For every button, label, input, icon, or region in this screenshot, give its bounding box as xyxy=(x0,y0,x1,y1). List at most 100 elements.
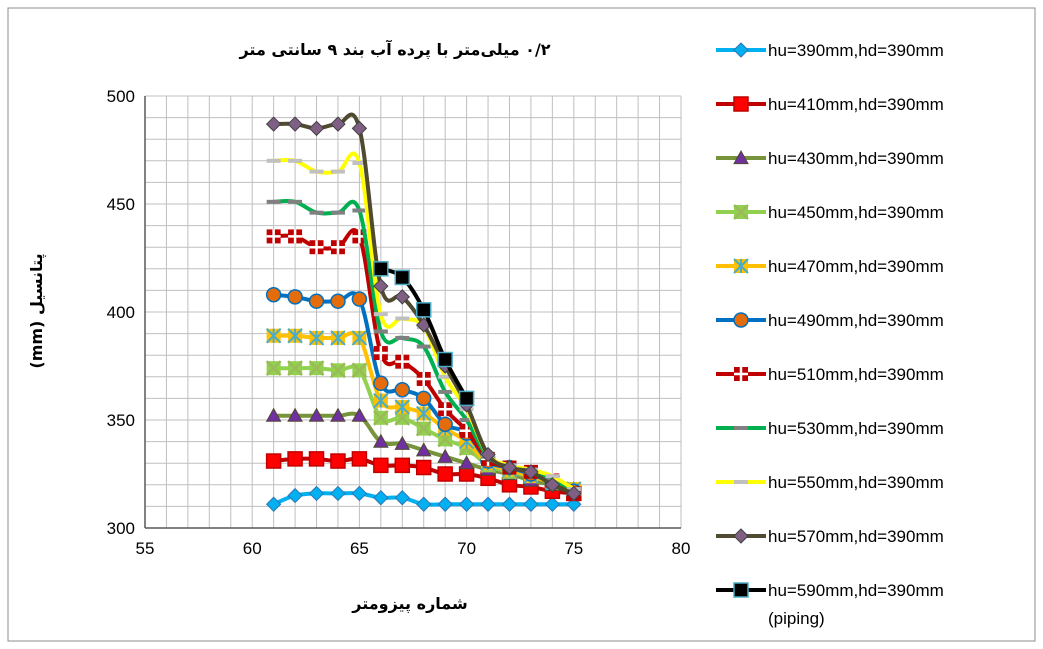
data-point xyxy=(287,451,303,467)
x-tick-label: 55 xyxy=(136,539,155,558)
data-point xyxy=(308,330,325,346)
data-point xyxy=(480,496,496,512)
y-tick-label: 300 xyxy=(107,519,135,538)
data-point xyxy=(437,351,453,368)
y-tick-label: 350 xyxy=(107,411,135,430)
y-axis-title: پتانسیل (mm) xyxy=(27,253,47,368)
legend-label: hu=470mm,hd=390mm xyxy=(768,257,944,276)
data-point xyxy=(266,158,281,163)
data-point xyxy=(351,120,368,137)
legend-label: hu=550mm,hd=390mm xyxy=(768,473,944,492)
data-point xyxy=(523,496,539,512)
data-point xyxy=(330,453,346,469)
data-point xyxy=(395,316,410,321)
data-point xyxy=(330,210,345,215)
marker-star xyxy=(351,330,368,346)
data-point xyxy=(501,459,518,476)
data-point xyxy=(309,240,324,255)
data-point xyxy=(352,160,367,165)
data-point xyxy=(394,490,410,506)
marker-cross xyxy=(330,362,346,379)
data-point xyxy=(265,496,282,512)
series-1 xyxy=(265,485,582,512)
y-tick-label: 400 xyxy=(107,303,135,322)
legend-label: hu=410mm,hd=390mm xyxy=(768,95,944,114)
data-point xyxy=(309,169,324,174)
legend-item: hu=410mm,hd=390mm xyxy=(716,95,944,114)
data-point xyxy=(415,390,432,407)
data-point xyxy=(308,485,325,502)
series-layer xyxy=(265,112,582,512)
marker-cross xyxy=(733,204,749,220)
marker-star xyxy=(733,258,749,274)
data-point xyxy=(458,455,475,470)
legend-item: hu=450mm,hd=390mm xyxy=(716,203,944,222)
data-point xyxy=(309,210,324,215)
chart-frame xyxy=(7,7,1036,642)
data-point xyxy=(351,330,368,346)
data-point xyxy=(415,459,432,476)
data-point xyxy=(288,158,303,163)
legend-item: hu=510mm,hd=390mm xyxy=(716,365,944,384)
data-point xyxy=(351,451,368,467)
marker-cross xyxy=(351,362,368,379)
legend-marker xyxy=(734,480,748,484)
legend-marker xyxy=(733,258,749,274)
data-point xyxy=(373,261,389,277)
data-point xyxy=(415,420,432,437)
marker-cross xyxy=(287,360,303,377)
data-point xyxy=(394,269,411,286)
legend-item: hu=590mm,hd=390mm (piping) xyxy=(716,581,944,628)
data-point xyxy=(416,344,431,349)
data-point xyxy=(266,229,281,244)
data-point xyxy=(266,199,281,204)
data-point xyxy=(438,389,453,394)
data-point xyxy=(394,289,410,305)
data-point xyxy=(351,485,368,502)
data-point xyxy=(265,286,282,303)
marker-star xyxy=(308,330,325,346)
data-point xyxy=(373,346,388,361)
data-point xyxy=(437,416,453,433)
data-point xyxy=(372,433,389,448)
data-point xyxy=(415,302,432,318)
data-point xyxy=(351,291,368,307)
legend-item: hu=570mm,hd=390mm xyxy=(716,527,944,546)
marker-star xyxy=(373,392,389,409)
axes: 55 60 65 70 75 80 300 350 400 450 500 xyxy=(107,87,691,558)
data-point xyxy=(265,453,282,469)
legend-label-line2: (piping) xyxy=(768,609,825,628)
data-point xyxy=(330,240,345,255)
data-point xyxy=(437,448,454,463)
data-point xyxy=(352,208,367,213)
data-point xyxy=(287,360,303,377)
data-point xyxy=(438,374,453,379)
legend-item: hu=390mm,hd=390mm xyxy=(716,41,944,60)
data-point xyxy=(415,442,432,457)
marker-plus xyxy=(309,240,324,255)
data-point xyxy=(288,229,303,244)
x-tick-label: 60 xyxy=(243,539,262,558)
marker-star xyxy=(416,405,432,422)
data-point xyxy=(373,490,389,506)
legend-item: hu=550mm,hd=390mm xyxy=(716,473,944,492)
data-point xyxy=(308,120,325,137)
legend: hu=390mm,hd=390mm hu=410mm,hd=390mm hu=430… xyxy=(716,41,944,628)
data-point xyxy=(330,330,346,346)
x-tick-label: 65 xyxy=(350,539,369,558)
data-point xyxy=(288,199,303,204)
data-point xyxy=(308,360,325,377)
marker-plus xyxy=(266,229,281,244)
data-point xyxy=(395,354,410,369)
legend-marker xyxy=(733,204,749,220)
legend-marker xyxy=(734,367,748,381)
legend-label: hu=510mm,hd=390mm xyxy=(768,365,944,384)
data-point xyxy=(416,405,432,422)
data-point xyxy=(373,312,388,317)
data-point xyxy=(394,435,411,450)
y-tick-label: 500 xyxy=(107,87,135,106)
data-point xyxy=(545,474,560,479)
marker-cross xyxy=(372,409,389,426)
marker-cross xyxy=(308,360,325,377)
